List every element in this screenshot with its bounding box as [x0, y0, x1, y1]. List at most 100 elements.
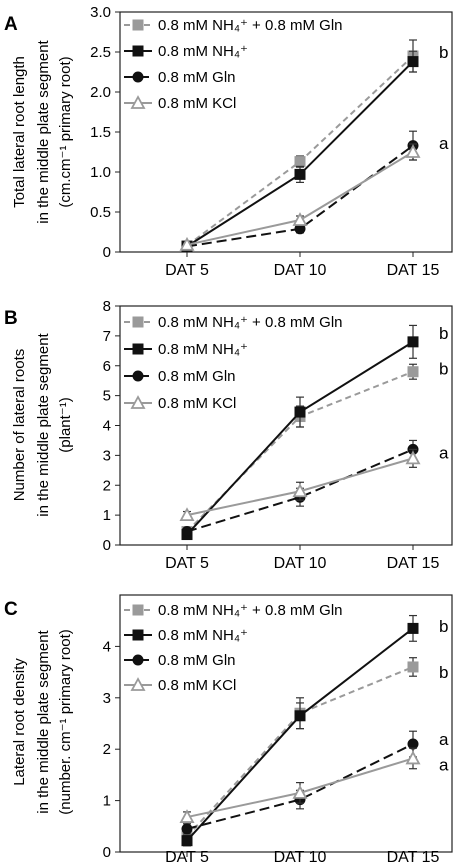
data-point: [294, 168, 306, 180]
legend-label: 0.8 mM NH₄⁺ + 0.8 mM Gln: [158, 314, 343, 331]
data-point: [181, 526, 193, 538]
data-point: [179, 809, 195, 823]
legend-label: 0.8 mM NH₄⁺ + 0.8 mM Gln: [158, 17, 343, 34]
series-3: [181, 730, 419, 835]
x-tick-label: DAT 15: [387, 262, 440, 279]
plot-frame: [119, 594, 453, 853]
significance-letter: b: [439, 360, 448, 379]
series-line: [186, 666, 414, 838]
significance-letter: b: [439, 43, 448, 62]
y-tick-label: 1: [103, 507, 111, 524]
y-tick-label: 0.5: [90, 204, 111, 221]
legend-marker: [130, 95, 146, 109]
y-axis-label: in the middle plate segment: [35, 629, 52, 813]
legend-label: 0.8 mM NH₄⁺ + 0.8 mM Gln: [158, 602, 343, 619]
y-axis-label: Lateral root density: [11, 658, 28, 786]
panel-letter: B: [4, 308, 18, 329]
series-2: [181, 614, 419, 847]
legend: 0.8 mM NH₄⁺ + 0.8 mM Gln 0.8 mM NH₄⁺ 0.8 m…: [124, 314, 343, 412]
data-point: [407, 622, 419, 634]
legend-label: 0.8 mM NH₄⁺: [158, 43, 248, 60]
y-tick-label: 2.0: [90, 84, 111, 101]
legend: 0.8 mM NH₄⁺ + 0.8 mM Gln 0.8 mM NH₄⁺ 0.8 m…: [124, 17, 343, 112]
legend-label: 0.8 mM NH₄⁺: [158, 341, 248, 358]
data-point: [181, 823, 193, 835]
x-tick-label: DAT 5: [165, 262, 209, 279]
significance-letter: a: [439, 756, 449, 775]
legend-marker: [132, 343, 144, 355]
data-point: [407, 661, 419, 673]
legend-label: 0.8 mM KCl: [158, 677, 236, 694]
data-point: [179, 236, 195, 251]
y-tick-label: 1.0: [90, 164, 111, 181]
significance-letter: a: [439, 443, 449, 462]
y-axis-label: Total lateral root length: [11, 56, 28, 208]
legend-marker: [132, 71, 144, 83]
data-point: [181, 835, 193, 847]
data-point: [294, 710, 306, 722]
legend-marker: [130, 677, 146, 691]
data-point: [407, 56, 419, 68]
x-tick-label: DAT 5: [165, 849, 209, 863]
y-tick-label: 0: [103, 244, 111, 261]
data-point: [179, 507, 195, 522]
y-tick-label: 0: [103, 844, 111, 861]
legend-label: 0.8 mM Gln: [158, 652, 236, 669]
y-tick-label: 6: [103, 358, 111, 375]
x-tick-label: DAT 10: [274, 555, 327, 572]
y-tick-label: 1.5: [90, 124, 111, 141]
panel-letter: A: [4, 14, 18, 35]
legend-marker: [132, 316, 144, 328]
data-point: [407, 366, 419, 378]
y-tick-label: 0: [103, 537, 111, 554]
series-4: [179, 747, 421, 823]
legend-marker: [132, 45, 144, 57]
y-axis-label: (number. cm⁻¹ primary root): [57, 629, 74, 814]
y-tick-label: 1: [103, 793, 111, 810]
y-tick-label: 2: [103, 741, 111, 758]
data-point: [292, 785, 308, 799]
data-point: [407, 336, 419, 348]
legend-marker: [132, 629, 144, 641]
legend-label: 0.8 mM Gln: [158, 368, 236, 385]
x-tick-label: DAT 15: [387, 555, 440, 572]
y-axis-label: in the middle plate segment: [35, 39, 52, 223]
y-tick-label: 5: [103, 388, 111, 405]
data-point: [294, 406, 306, 418]
series-4: [179, 448, 421, 522]
y-axis-label: Number of lateral roots: [11, 349, 28, 502]
x-tick-label: DAT 15: [387, 849, 440, 863]
data-point: [405, 450, 421, 465]
data-point: [292, 483, 308, 498]
y-tick-label: 7: [103, 328, 111, 345]
significance-letter: b: [439, 663, 448, 682]
series-1: [181, 363, 419, 538]
panel-A: A Total lateral root length in the middle …: [4, 4, 453, 279]
data-point: [292, 212, 308, 226]
y-tick-label: 4: [103, 638, 111, 655]
y-axis-label: (plant⁻¹): [57, 397, 74, 452]
series-4: [179, 143, 421, 251]
y-tick-label: 8: [103, 298, 111, 315]
y-tick-label: 4: [103, 418, 111, 435]
x-tick-label: DAT 5: [165, 555, 209, 572]
y-tick-label: 3: [103, 447, 111, 464]
y-tick-label: 2.5: [90, 44, 111, 61]
significance-letter: a: [439, 134, 449, 153]
legend: 0.8 mM NH₄⁺ + 0.8 mM Gln 0.8 mM NH₄⁺ 0.8 m…: [124, 602, 343, 694]
y-tick-label: 3.0: [90, 4, 111, 21]
legend-marker: [130, 395, 146, 409]
data-point: [405, 144, 421, 158]
series-3: [181, 130, 419, 252]
data-point: [407, 738, 419, 750]
panel-letter: C: [4, 599, 18, 620]
legend-marker: [132, 19, 144, 31]
y-tick-label: 3: [103, 690, 111, 707]
legend-label: 0.8 mM KCl: [158, 95, 236, 112]
x-tick-label: DAT 10: [274, 262, 327, 279]
legend-marker: [132, 654, 144, 666]
data-point: [294, 156, 306, 168]
significance-letter: a: [439, 730, 449, 749]
series-line: [186, 448, 414, 533]
